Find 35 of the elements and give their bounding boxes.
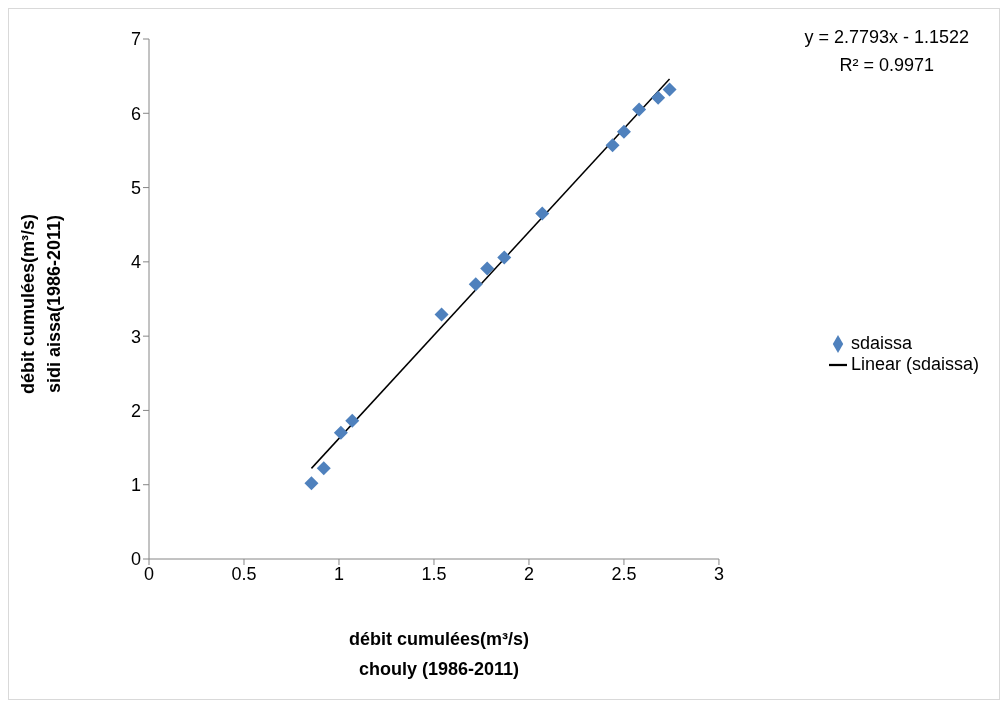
x-tick-label: 3 bbox=[713, 563, 724, 584]
y-tick-label: 6 bbox=[130, 103, 141, 124]
point bbox=[662, 82, 677, 97]
point bbox=[304, 476, 319, 491]
text: R² = 0.9971 bbox=[838, 54, 935, 77]
text: y = 2.7793x - 1.1522 bbox=[804, 26, 969, 49]
y-tick-label: 2 bbox=[130, 400, 141, 421]
point bbox=[605, 138, 620, 153]
x-tick-label: 2 bbox=[523, 563, 534, 584]
point bbox=[535, 206, 550, 221]
point bbox=[616, 124, 631, 139]
x-tick-label: 2.5 bbox=[611, 563, 637, 584]
point bbox=[316, 461, 331, 476]
y-tick-label: 7 bbox=[130, 29, 141, 50]
x-tick-label: 0.5 bbox=[231, 563, 257, 584]
y-tick-label: 5 bbox=[130, 177, 141, 198]
point bbox=[480, 261, 495, 276]
point bbox=[345, 413, 360, 428]
legend-label: sdaissa bbox=[850, 333, 912, 353]
point bbox=[497, 250, 512, 265]
y-tick-label: 4 bbox=[130, 252, 141, 273]
point bbox=[632, 102, 647, 117]
x-axis-title: débit cumulées(m³/s) chouly (1986-2011) bbox=[347, 628, 530, 681]
y-tick-label: 0 bbox=[130, 549, 141, 570]
point bbox=[468, 277, 483, 292]
x-tick-label: 1 bbox=[333, 563, 344, 584]
x-tick-label: 0 bbox=[143, 563, 155, 584]
legend-label: Linear (sdaissa) bbox=[850, 354, 979, 374]
x-tick-label: 1.5 bbox=[421, 563, 447, 584]
point bbox=[333, 425, 348, 440]
point bbox=[651, 90, 666, 105]
y-tick-label: 1 bbox=[130, 475, 141, 496]
y-axis-title: débit cumulées(m³/s) sidi aissa(1986-2011) bbox=[17, 213, 65, 395]
point bbox=[434, 307, 449, 322]
y-tick-label: 3 bbox=[130, 326, 141, 347]
